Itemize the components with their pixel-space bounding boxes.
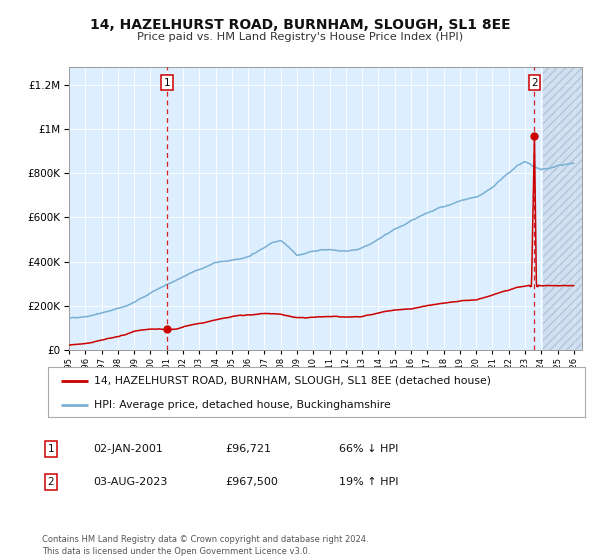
Text: 1: 1 bbox=[47, 444, 55, 454]
Text: £967,500: £967,500 bbox=[225, 477, 278, 487]
Text: 2: 2 bbox=[47, 477, 55, 487]
Text: Price paid vs. HM Land Registry's House Price Index (HPI): Price paid vs. HM Land Registry's House … bbox=[137, 32, 463, 42]
Text: 14, HAZELHURST ROAD, BURNHAM, SLOUGH, SL1 8EE (detached house): 14, HAZELHURST ROAD, BURNHAM, SLOUGH, SL… bbox=[94, 376, 491, 386]
Text: 66% ↓ HPI: 66% ↓ HPI bbox=[339, 444, 398, 454]
Text: 14, HAZELHURST ROAD, BURNHAM, SLOUGH, SL1 8EE: 14, HAZELHURST ROAD, BURNHAM, SLOUGH, SL… bbox=[89, 18, 511, 32]
Text: 19% ↑ HPI: 19% ↑ HPI bbox=[339, 477, 398, 487]
Bar bbox=[542, 67, 582, 350]
Text: 2: 2 bbox=[531, 78, 538, 88]
Text: Contains HM Land Registry data © Crown copyright and database right 2024.
This d: Contains HM Land Registry data © Crown c… bbox=[42, 535, 368, 556]
Text: 02-JAN-2001: 02-JAN-2001 bbox=[93, 444, 163, 454]
Text: 1: 1 bbox=[164, 78, 170, 88]
Text: HPI: Average price, detached house, Buckinghamshire: HPI: Average price, detached house, Buck… bbox=[94, 400, 391, 409]
Text: 03-AUG-2023: 03-AUG-2023 bbox=[93, 477, 167, 487]
Text: £96,721: £96,721 bbox=[225, 444, 271, 454]
